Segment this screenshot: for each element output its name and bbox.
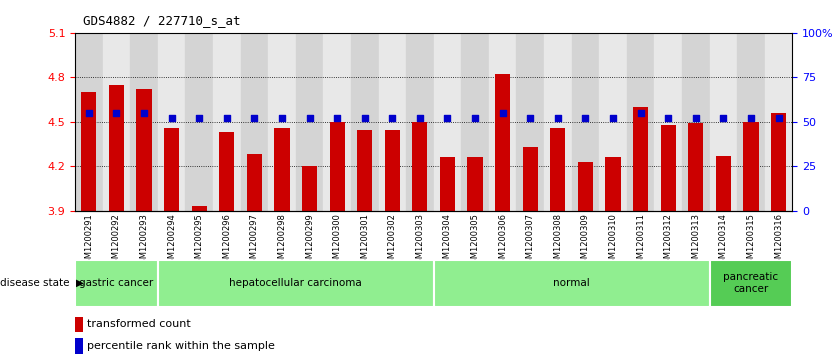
Bar [192,206,207,211]
Bar [468,157,483,211]
Bar [406,33,434,211]
Bar [75,338,83,354]
Bar [351,33,379,211]
Bar [765,33,792,211]
Text: hepatocellular carcinoma: hepatocellular carcinoma [229,278,362,288]
Bar [571,33,599,211]
Point [110,110,123,115]
Point [606,115,620,121]
Point [413,115,426,121]
Bar [412,122,428,211]
Bar [550,127,565,211]
Bar [771,113,786,211]
Point [358,115,371,121]
Bar [688,123,703,211]
Bar [240,33,269,211]
Point [165,115,178,121]
Bar [158,33,185,211]
Bar [440,157,455,211]
Point [469,115,482,121]
Bar [661,125,676,211]
Point [385,115,399,121]
Bar [324,33,351,211]
Bar [578,162,593,211]
Point [138,110,151,115]
Point [524,115,537,121]
Bar [130,33,158,211]
Bar [137,89,152,211]
Bar [605,157,620,211]
Bar [109,85,124,211]
Point [83,110,96,115]
Bar [329,122,344,211]
Bar [516,33,544,211]
Bar [716,156,731,211]
Point [716,115,730,121]
Text: pancreatic
cancer: pancreatic cancer [723,272,778,294]
Bar [495,74,510,211]
Bar [655,33,682,211]
Bar [544,33,571,211]
Point [220,115,234,121]
Bar [682,33,710,211]
Bar [269,33,296,211]
Point [579,115,592,121]
Bar [103,33,130,211]
Bar [219,132,234,211]
Bar [274,127,289,211]
Bar [599,33,627,211]
Bar [357,130,372,211]
Bar [247,154,262,211]
Text: percentile rank within the sample: percentile rank within the sample [87,341,275,351]
Bar [737,33,765,211]
Bar [81,92,97,211]
Bar [627,33,655,211]
Bar [158,260,434,307]
Bar [164,127,179,211]
Point [634,110,647,115]
Point [248,115,261,121]
Point [661,115,675,121]
Bar [710,33,737,211]
Bar [379,33,406,211]
Text: transformed count: transformed count [87,319,191,329]
Point [689,115,702,121]
Bar [743,122,758,211]
Point [744,115,757,121]
Bar [296,33,324,211]
Text: normal: normal [553,278,590,288]
Point [496,110,510,115]
Point [771,115,785,121]
Bar [434,33,461,211]
Bar [710,260,792,307]
Point [303,115,316,121]
Text: GDS4882 / 227710_s_at: GDS4882 / 227710_s_at [83,15,241,28]
Point [551,115,565,121]
Bar [185,33,213,211]
Bar [633,107,648,211]
Bar [302,166,317,211]
Text: disease state  ▶: disease state ▶ [0,278,84,288]
Bar [384,130,399,211]
Bar [434,260,710,307]
Bar [75,317,83,332]
Bar [523,147,538,211]
Point [441,115,455,121]
Point [330,115,344,121]
Bar [75,33,103,211]
Bar [75,260,158,307]
Bar [461,33,489,211]
Bar [213,33,240,211]
Bar [489,33,516,211]
Point [275,115,289,121]
Point [193,115,206,121]
Text: gastric cancer: gastric cancer [79,278,153,288]
